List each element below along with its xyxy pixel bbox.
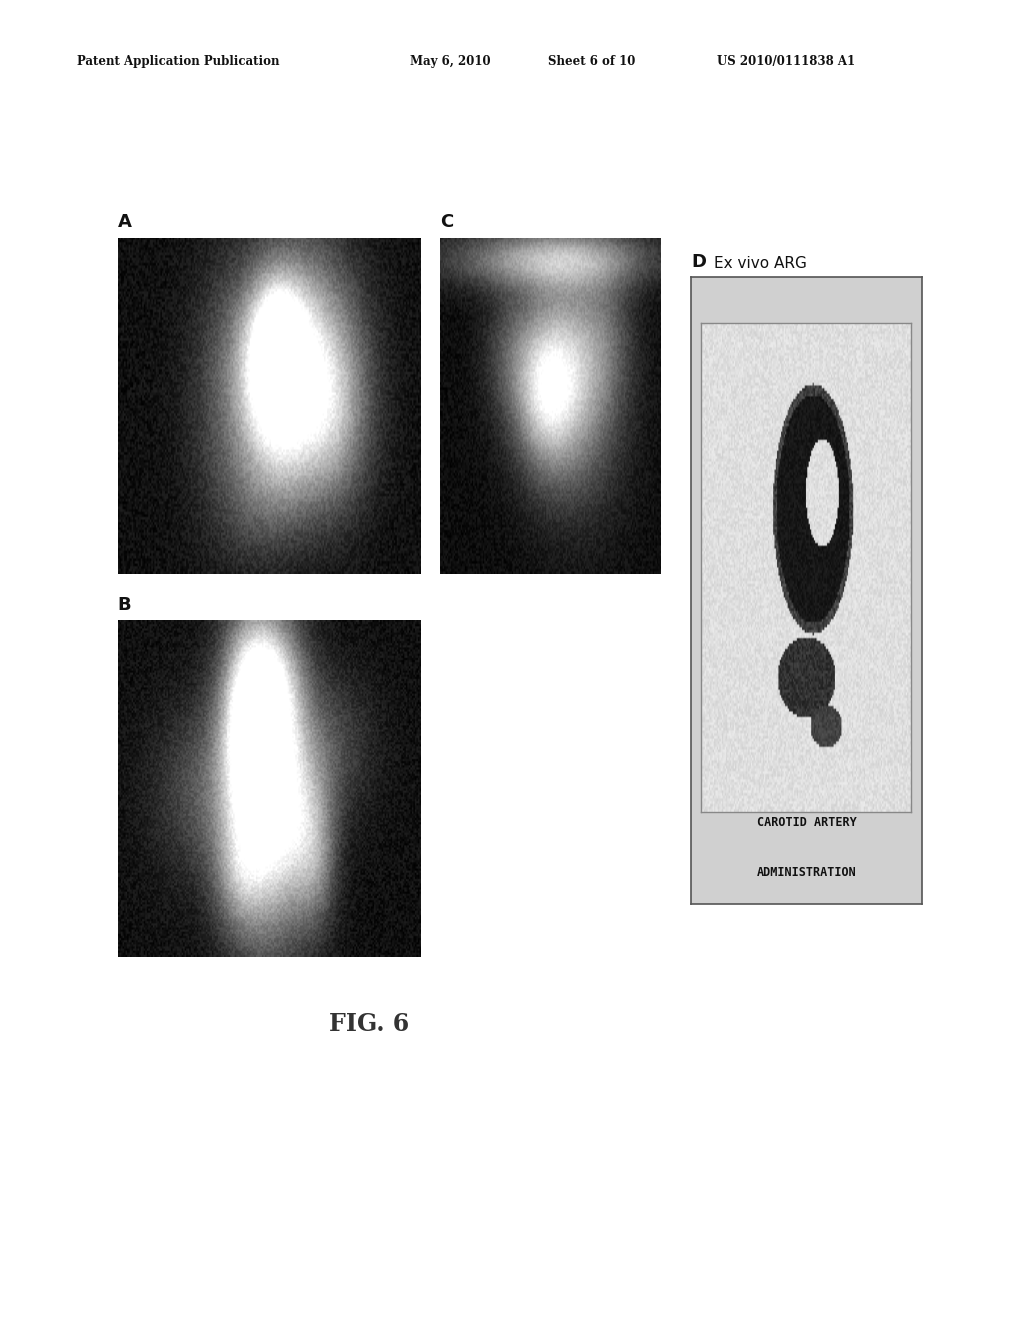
Text: C: C [440, 213, 454, 231]
Text: B: B [118, 595, 131, 614]
Text: Sheet 6 of 10: Sheet 6 of 10 [548, 55, 635, 69]
Text: A: A [118, 213, 132, 231]
Text: May 6, 2010: May 6, 2010 [410, 55, 490, 69]
Text: Ex vivo ARG: Ex vivo ARG [714, 256, 807, 271]
Text: D: D [691, 252, 707, 271]
Text: US 2010/0111838 A1: US 2010/0111838 A1 [717, 55, 855, 69]
Text: ADMINISTRATION: ADMINISTRATION [757, 866, 856, 879]
Text: FIG. 6: FIG. 6 [329, 1012, 409, 1036]
Text: CAROTID ARTERY: CAROTID ARTERY [757, 816, 856, 829]
Text: Patent Application Publication: Patent Application Publication [77, 55, 280, 69]
